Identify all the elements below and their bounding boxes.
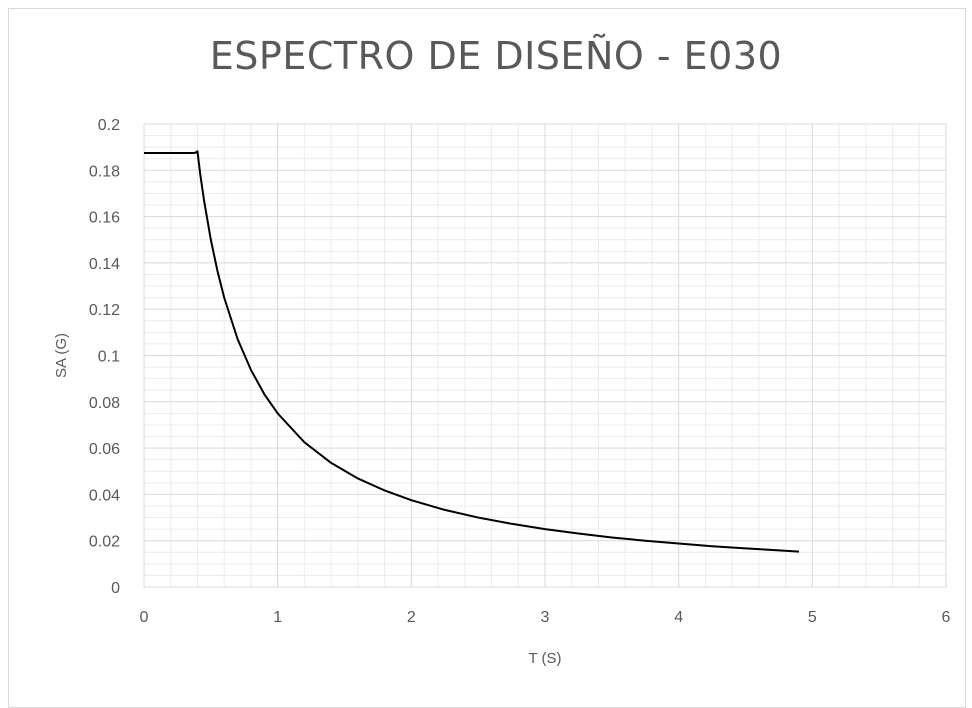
- x-axis-title: T (S): [528, 650, 561, 667]
- y-tick-label: 0.12: [89, 302, 120, 319]
- chart-title: ESPECTRO DE DISEÑO - E030: [209, 34, 783, 78]
- spectrum-line: [144, 149, 800, 553]
- y-tick-label: 0.02: [89, 534, 120, 551]
- major-gridlines: [143, 123, 947, 588]
- x-tick-label: 5: [808, 609, 817, 626]
- y-axis-title: SA (G): [53, 333, 70, 378]
- y-tick-label: 0.06: [89, 441, 120, 458]
- y-axis-ticks: 0 0.02 0.04 0.06 0.08 0.1 0.12 0.14 0.16 0.18 0.2: [89, 117, 120, 597]
- x-tick-label: 1: [273, 609, 282, 626]
- x-tick-label: 3: [541, 609, 550, 626]
- x-tick-label: 4: [674, 609, 683, 626]
- x-tick-label: 0: [140, 609, 149, 626]
- x-tick-label: 6: [942, 609, 951, 626]
- chart-area: [8, 8, 966, 708]
- y-tick-label: 0: [111, 580, 120, 597]
- y-tick-label: 0.08: [89, 395, 120, 412]
- y-tick-label: 0.18: [89, 163, 120, 180]
- y-tick-label: 0.14: [89, 256, 120, 273]
- x-axis-ticks: 0 1 2 3 4 5 6: [140, 609, 951, 626]
- y-tick-label: 0.1: [98, 349, 120, 366]
- x-tick-label: 2: [407, 609, 416, 626]
- y-tick-label: 0.16: [89, 210, 120, 227]
- y-tick-label: 0.04: [89, 487, 120, 504]
- y-tick-label: 0.2: [98, 117, 120, 134]
